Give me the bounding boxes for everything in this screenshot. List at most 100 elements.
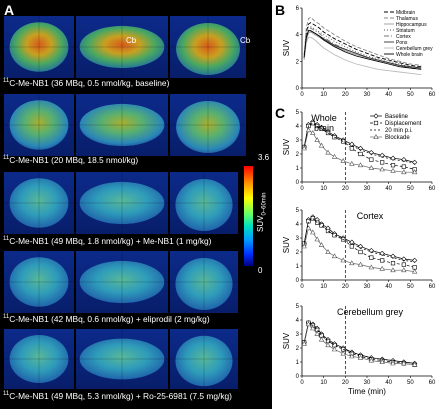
row-caption-2: 11C-Me-NB1 (20 MBq, 18.5 nmol/kg) (3, 155, 139, 165)
data-point (368, 264, 375, 270)
y-tick-label: 2 (296, 59, 300, 65)
x-tick-label: 20 (342, 92, 349, 98)
data-point (369, 157, 374, 162)
data-point (301, 145, 307, 151)
data-point (318, 336, 325, 342)
x-tick-label: 20 (342, 186, 349, 192)
cerebellum-label: Cb (240, 36, 251, 45)
row-caption-5: 11C-Me-NB1 (49 MBq, 5.3 nmol/kg) + Ro-25… (3, 391, 232, 401)
data-point (411, 268, 418, 274)
y-axis-label: SUV (282, 332, 291, 349)
series-line (303, 322, 415, 364)
pet-slice-sagittal (79, 260, 165, 304)
series-line (303, 217, 415, 263)
x-axis-label: Time (min) (348, 387, 386, 396)
series-line (303, 36, 422, 76)
y-tick-label: 0 (296, 86, 300, 92)
data-point (349, 146, 354, 151)
data-point (325, 228, 331, 234)
panel-a-label: A (4, 2, 15, 18)
chart-title: Cerebellum grey (337, 307, 404, 317)
data-point (340, 257, 346, 263)
data-point (315, 123, 320, 129)
legend-label: Cerebellum grey (396, 46, 433, 52)
x-tick-label: 20 (342, 380, 349, 386)
pet-slice-axial (176, 100, 240, 154)
y-axis-label: SUV (282, 138, 291, 155)
x-tick-label: 10 (320, 92, 327, 98)
legend-label: Blockade (385, 135, 410, 141)
data-point (390, 261, 396, 266)
x-tick-label: 0 (300, 186, 304, 192)
data-point (314, 137, 320, 142)
pet-slice-axial (176, 22, 240, 76)
row-caption-4: 11C-Me-NB1 (42 MBq, 0.6 nmol/kg) + elipr… (3, 314, 210, 324)
panel-a-pet-images: A Cb Cb 11C-Me-NB1 (36 MBq, 0.5 nmol/kg,… (0, 0, 272, 409)
legend-label: 20 min p.i. (385, 128, 413, 134)
x-tick-label: 50 (407, 186, 414, 192)
cerebellum-label: Cb (126, 36, 137, 45)
y-tick-label: 0 (296, 278, 300, 284)
legend-label: Hippocampus (396, 22, 427, 28)
y-tick-label: 1 (296, 166, 300, 172)
data-point (401, 262, 406, 267)
y-tick-label: 2 (296, 152, 300, 158)
pet-slice-sagittal (79, 103, 165, 147)
colorbar-min: 0 (258, 266, 263, 275)
data-point (314, 331, 320, 336)
data-point (318, 242, 325, 247)
data-point (331, 346, 338, 352)
x-tick-label: 40 (385, 186, 392, 192)
y-tick-label: 2 (296, 250, 300, 256)
series-line (303, 30, 422, 70)
legend-label: Displacement (385, 121, 422, 127)
data-point (340, 350, 346, 356)
data-point (349, 244, 354, 249)
x-tick-label: 40 (385, 284, 392, 290)
data-point (314, 236, 320, 242)
data-point (412, 159, 418, 166)
legend-label: Striatum (396, 28, 415, 34)
y-tick-label: 0 (296, 374, 300, 380)
data-point (310, 325, 316, 331)
data-point (390, 163, 396, 168)
pet-slice-coronal (9, 178, 69, 228)
pet-image-grid (4, 16, 246, 389)
data-point (349, 160, 355, 166)
x-tick-label: 10 (320, 284, 327, 290)
data-point (368, 165, 375, 170)
data-point (357, 162, 364, 168)
pet-slice-coronal (9, 257, 69, 307)
x-tick-label: 30 (364, 92, 371, 98)
data-point (310, 121, 315, 126)
data-point (332, 233, 337, 238)
data-point (341, 139, 346, 144)
x-tick-label: 30 (364, 380, 371, 386)
legend-label: Baseline (385, 114, 409, 120)
pet-slice-axial (175, 257, 233, 311)
legend-label: Thalamus (396, 16, 418, 22)
data-point (349, 239, 355, 245)
y-tick-label: 6 (296, 6, 300, 12)
data-point (373, 134, 379, 139)
data-point (357, 261, 364, 267)
pet-slice-sagittal (79, 25, 165, 69)
data-point (411, 361, 418, 367)
y-tick-label: 5 (296, 208, 300, 214)
data-point (349, 260, 355, 266)
data-point (379, 166, 385, 172)
series-line (303, 122, 415, 165)
y-tick-label: 4 (296, 222, 300, 228)
panel-c-label: C (275, 105, 285, 121)
data-point (310, 216, 315, 221)
data-point (331, 153, 338, 159)
data-point (379, 265, 385, 271)
pet-slice-coronal (9, 100, 69, 150)
colorbar-max: 3.6 (258, 153, 270, 162)
data-point (325, 149, 331, 155)
legend-label: Whole brain (396, 52, 423, 58)
series-line (303, 22, 422, 68)
x-tick-label: 50 (407, 284, 414, 290)
data-point (401, 267, 407, 273)
